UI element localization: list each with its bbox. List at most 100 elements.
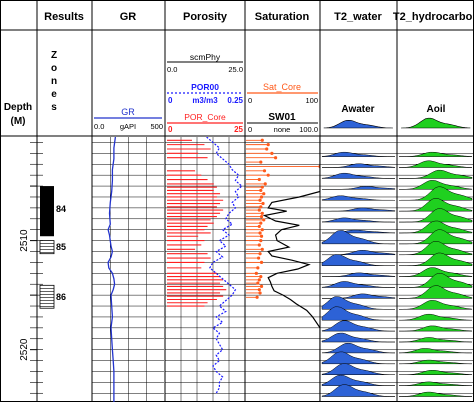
- zones-letter: Z: [51, 50, 57, 61]
- zone-label: 86: [56, 292, 66, 302]
- sat-core-point: [259, 188, 263, 193]
- zones-letter: e: [51, 89, 57, 100]
- results-block-striped: [39, 240, 55, 255]
- header-t2-water: T2_water: [334, 11, 382, 23]
- sat-core-point: [260, 138, 264, 142]
- sat-core-point: [262, 169, 267, 173]
- gr-curve-name: GR: [121, 107, 135, 117]
- awater-legend-shape: [323, 119, 394, 129]
- por-core-scale-max: 25: [234, 125, 243, 134]
- awater-curve-name: Awater: [341, 104, 374, 115]
- saturation-track: [245, 137, 320, 402]
- sat-core-point: [259, 239, 263, 243]
- por00-scale-max: 0.25: [227, 96, 243, 105]
- t2-water-spectrum: [321, 342, 396, 354]
- sat-core-point: [261, 201, 265, 206]
- scmphy-scale-min: 0.0: [167, 65, 177, 74]
- header-saturation: Saturation: [255, 11, 310, 23]
- t2-hydrocarbon-spectrum: [398, 241, 473, 256]
- sat-core-point: [255, 295, 259, 299]
- t2-hydrocarbon-spectrum: [398, 151, 473, 157]
- t2-hydrocarbon-spectrum: [398, 300, 473, 310]
- sat-core-scale-max: 100: [305, 96, 318, 105]
- t2-water-spectrum: [321, 306, 396, 321]
- zones-letter: o: [51, 63, 57, 74]
- header-results: Results: [44, 11, 84, 23]
- t2-hydrocarbon-spectrum: [398, 313, 473, 321]
- t2-hydrocarbon-spectrum: [398, 285, 473, 299]
- sw01-curve: [262, 137, 320, 402]
- sat-core-point: [257, 278, 261, 282]
- zone-label: 85: [56, 242, 66, 252]
- t2-water-spectrum: [321, 351, 396, 365]
- sat-core-point: [256, 281, 260, 285]
- t2-water-spectrum: [321, 250, 396, 256]
- t2-water-spectrum: [321, 384, 396, 397]
- results-track: 84 85 86: [37, 142, 66, 394]
- depth-track: 2510 2520: [19, 142, 37, 394]
- zones-letter: n: [51, 76, 57, 87]
- results-block-black: [40, 186, 54, 237]
- zones-letter: s: [51, 102, 57, 113]
- sat-core-point: [270, 151, 274, 155]
- sat-core-point: [259, 260, 264, 265]
- t2-water-spectrum: [321, 217, 396, 223]
- depth-label: Depth: [4, 102, 32, 113]
- gr-scale-min: 0.0: [94, 122, 104, 131]
- t2-hydrocarbon-track: [397, 142, 474, 397]
- sat-core-point: [257, 177, 261, 182]
- t2-water-spectrum: [321, 151, 396, 157]
- sat-core-point: [259, 215, 264, 219]
- t2-hydrocarbon-spectrum: [398, 169, 473, 179]
- t2-water-spectrum: [321, 374, 396, 386]
- sat-core-point: [258, 198, 262, 202]
- t2-water-spectrum: [321, 186, 396, 190]
- t2-hydrocarbon-spectrum: [398, 198, 473, 212]
- sw01-scale-min: 0: [248, 125, 252, 134]
- t2-hydrocarbon-spectrum: [398, 273, 473, 288]
- gr-unit: gAPI: [120, 122, 136, 131]
- t2-water-spectrum: [321, 363, 396, 375]
- gr-track: [92, 137, 164, 402]
- sat-core-point: [260, 185, 264, 189]
- depth-unit: (M): [11, 116, 26, 127]
- t2-water-spectrum: [321, 320, 396, 332]
- sat-core-point: [266, 143, 270, 147]
- sat-core-point: [257, 208, 261, 212]
- sat-core-point: [259, 274, 263, 279]
- sat-core-point: [274, 156, 278, 160]
- gr-curve: [107, 137, 117, 402]
- t2-hydrocarbon-spectrum: [398, 370, 473, 375]
- t2-hydrocarbon-spectrum: [398, 381, 473, 386]
- t2-water-spectrum: [321, 172, 396, 179]
- depth-tick-label: 2510: [19, 229, 30, 252]
- results-block-striped: [39, 284, 55, 309]
- sat-core-point: [260, 228, 264, 232]
- por00-unit: m3/m3: [192, 96, 218, 105]
- sat-core-point: [254, 271, 258, 275]
- t2-water-spectrum: [321, 281, 396, 288]
- zone-label: 84: [56, 204, 66, 214]
- t2-hydrocarbon-spectrum: [398, 359, 473, 365]
- sat-core-point: [265, 147, 269, 151]
- sat-core-scale-min: 0: [248, 96, 252, 105]
- sat-core-point: [259, 205, 263, 209]
- por00-curve-name: POR00: [191, 82, 219, 92]
- t2-water-spectrum: [321, 332, 396, 343]
- t2-hydrocarbon-spectrum: [398, 220, 473, 234]
- sat-core-point: [266, 173, 270, 177]
- sat-core-point: [257, 224, 261, 229]
- track-borders: [36, 0, 398, 402]
- sat-core-point: [259, 234, 264, 238]
- aoil-curve-name: Aoil: [427, 104, 446, 115]
- gr-scale-max: 500: [150, 122, 163, 131]
- t2-water-track: [320, 142, 397, 397]
- sat-core-point: [260, 211, 264, 215]
- t2-water-spectrum: [321, 230, 396, 245]
- sat-core-point: [259, 284, 264, 289]
- t2-hydrocarbon-spectrum: [398, 180, 473, 190]
- sat-core-point: [256, 256, 261, 260]
- sat-core-point: [258, 252, 262, 256]
- sw01-curve-name: SW01: [268, 112, 296, 123]
- sat-core-point: [259, 160, 263, 164]
